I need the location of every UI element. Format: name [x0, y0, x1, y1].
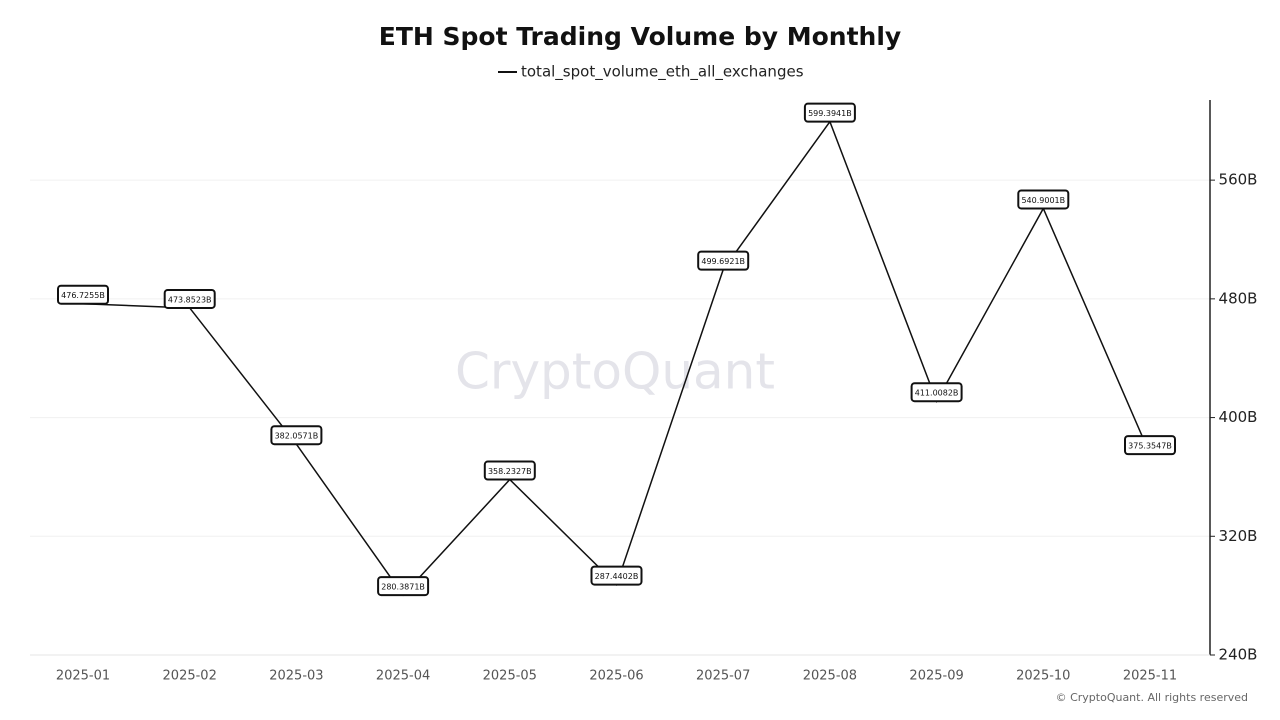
value-label: 358.2327B [488, 467, 532, 476]
value-label: 599.3941B [808, 109, 852, 118]
footer: © CryptoQuant. All rights reserved [1056, 691, 1248, 704]
y-tick-label: 400B [1219, 408, 1258, 426]
value-label-box [1124, 435, 1176, 456]
value-label: 382.0571B [275, 432, 319, 441]
x-tick-label: 2025-05 [483, 669, 537, 684]
value-label-box [57, 284, 109, 305]
y-tick-label: 320B [1219, 527, 1258, 545]
value-label: 499.6921B [701, 257, 745, 266]
value-label-box [377, 576, 430, 597]
value-label: 375.3547B [1128, 442, 1172, 451]
x-tick-label: 2025-10 [1016, 669, 1070, 684]
value-label-box [1017, 189, 1070, 210]
value-label-box [163, 288, 216, 309]
value-label-box [803, 102, 856, 123]
value-label-box [910, 382, 963, 403]
x-tick-label: 2025-02 [163, 669, 217, 684]
watermark: CryptoQuant [455, 343, 775, 401]
value-label: 280.3871B [381, 583, 425, 592]
legend-label: total_spot_volume_eth_all_exchanges [521, 63, 804, 82]
x-tick-label: 2025-04 [376, 669, 430, 684]
x-tick-label: 2025-11 [1123, 669, 1177, 684]
x-tick-label: 2025-09 [909, 669, 963, 684]
y-tick-label: 560B [1219, 171, 1258, 189]
y-tick-label: 240B [1219, 646, 1258, 664]
value-label: 287.4402B [595, 572, 639, 581]
value-label-box [270, 425, 323, 446]
chart-title: ETH Spot Trading Volume by Monthly [379, 22, 901, 51]
x-tick-label: 2025-06 [589, 669, 643, 684]
value-label: 411.0082B [915, 389, 959, 398]
y-tick-label: 480B [1219, 289, 1258, 307]
value-label-box [590, 565, 643, 586]
value-label: 476.7255B [61, 291, 105, 300]
x-tick-label: 2025-01 [56, 669, 110, 684]
x-tick-label: 2025-08 [803, 669, 857, 684]
x-tick-label: 2025-07 [696, 669, 750, 684]
x-tick-label: 2025-03 [269, 669, 323, 684]
value-label: 473.8523B [168, 295, 212, 304]
value-label: 540.9001B [1021, 196, 1065, 205]
value-label-box [697, 250, 750, 271]
value-label-box [483, 460, 536, 481]
